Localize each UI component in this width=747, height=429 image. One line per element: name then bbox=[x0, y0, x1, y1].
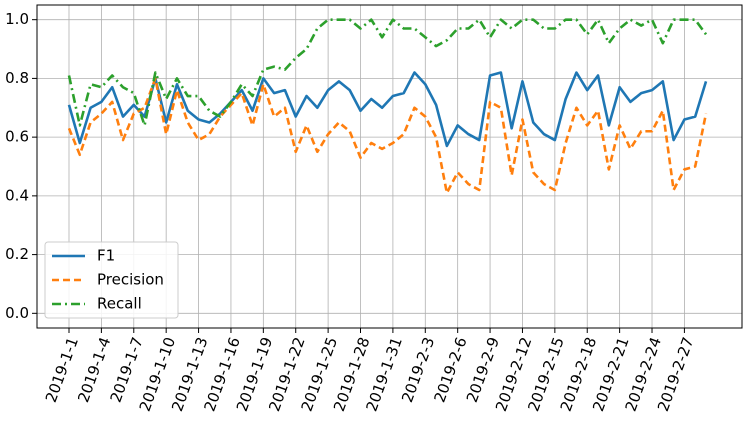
series-line bbox=[67, 18, 708, 127]
y-tick-label: 1.0 bbox=[5, 10, 29, 28]
legend-label: F1 bbox=[97, 247, 115, 265]
y-tick-label: 0.6 bbox=[5, 128, 29, 146]
y-tick-label: 0.8 bbox=[5, 69, 29, 87]
y-tick-label: 0.2 bbox=[5, 245, 29, 263]
legend-label: Precision bbox=[97, 271, 164, 289]
y-tick-label: 0.4 bbox=[5, 186, 29, 204]
y-tick-label: 0.0 bbox=[5, 304, 29, 322]
series-line bbox=[67, 71, 708, 148]
legend-box bbox=[44, 241, 179, 319]
legend-label: Recall bbox=[97, 295, 142, 313]
series-line bbox=[67, 77, 708, 195]
plot-frame bbox=[36, 4, 743, 329]
